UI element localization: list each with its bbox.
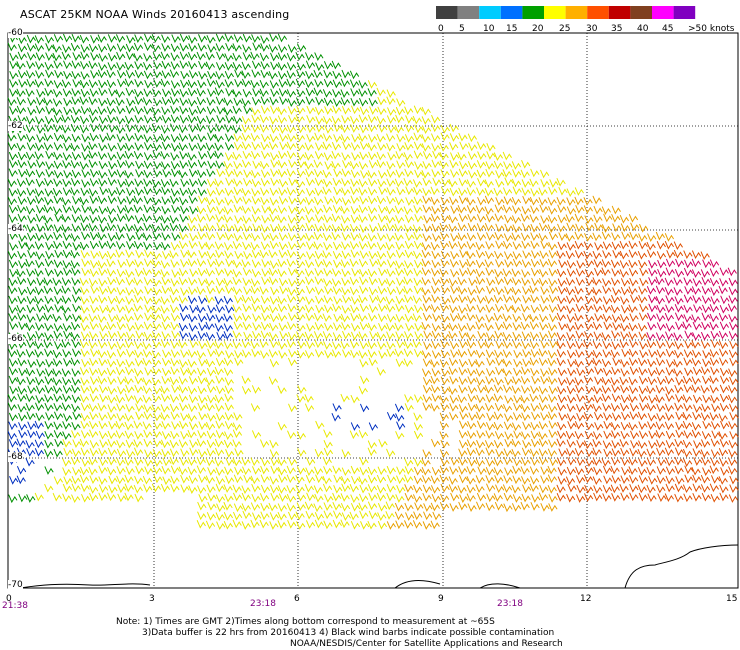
- legend-label: >50 knots: [688, 24, 735, 34]
- legend-swatch: [479, 6, 501, 19]
- note-line-1: Note: 1) Times are GMT 2)Times along bot…: [116, 617, 495, 627]
- legend-label: 15: [506, 24, 517, 34]
- legend-swatch: [673, 6, 696, 19]
- legend-swatch: [457, 6, 480, 19]
- note-line-3: NOAA/NESDIS/Center for Satellite Applica…: [290, 639, 563, 649]
- lat-label: -60: [8, 28, 23, 38]
- x-tick-label: 9: [438, 594, 444, 604]
- legend-swatch: [565, 6, 588, 19]
- legend-swatch: [522, 6, 544, 19]
- map-title: ASCAT 25KM NOAA Winds 20160413 ascending: [20, 8, 290, 21]
- legend-label: 20: [532, 24, 544, 34]
- legend-swatch: [500, 6, 523, 19]
- legend-label: 5: [459, 24, 465, 34]
- time-label: 21:38: [2, 601, 28, 611]
- legend-swatch: [630, 6, 652, 19]
- legend-label: 40: [637, 24, 649, 34]
- lat-label: -64: [8, 224, 23, 234]
- legend-swatch: [652, 6, 674, 19]
- map-frame: [7, 32, 739, 589]
- x-tick-label: 6: [294, 594, 300, 604]
- legend-label: 0: [438, 24, 444, 34]
- legend-label: 35: [611, 24, 622, 34]
- legend-label: 10: [483, 24, 495, 34]
- legend-swatch: [544, 6, 566, 19]
- lat-label: -70: [8, 580, 23, 590]
- x-tick-label: 15: [726, 594, 738, 604]
- lat-label: -68: [8, 452, 23, 462]
- legend-label: 25: [559, 24, 570, 34]
- lat-label: -66: [8, 334, 23, 344]
- wind-speed-legend: 0 5 10 15 20 25 30 35 40 45 >50 knots: [436, 6, 735, 34]
- wind-barbs: [7, 33, 739, 531]
- x-tick-label: 3: [149, 594, 155, 604]
- legend-swatch: [436, 6, 458, 19]
- legend-label: 45: [662, 24, 673, 34]
- legend-swatch: [587, 6, 609, 19]
- lat-label: -62: [8, 121, 23, 131]
- time-label: 23:18: [497, 599, 523, 609]
- legend-label: 30: [586, 24, 598, 34]
- x-tick-label: 12: [580, 594, 592, 604]
- note-line-2: 3)Data buffer is 22 hrs from 20160413 4)…: [142, 628, 555, 638]
- time-label: 23:18: [250, 599, 276, 609]
- legend-swatch: [608, 6, 631, 19]
- x-tick-label: 0: [6, 594, 12, 604]
- coastline: [19, 544, 739, 589]
